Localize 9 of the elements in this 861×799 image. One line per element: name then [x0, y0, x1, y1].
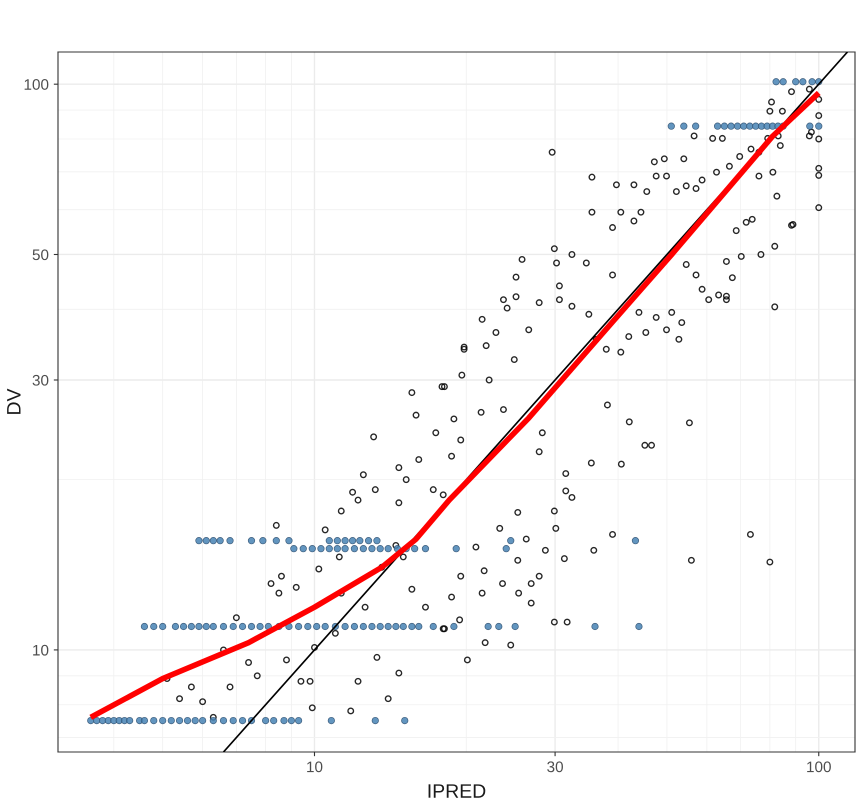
y-tick-label: 10 — [33, 644, 48, 656]
y-axis-title: DV — [7, 388, 20, 414]
x-tick-label: 10 — [307, 761, 322, 772]
x-tick-label: 30 — [547, 761, 563, 772]
y-tick-label: 30 — [32, 374, 48, 386]
x-tick-label: 100 — [807, 761, 831, 772]
y-tick-label: 50 — [32, 249, 48, 260]
x-axis-title: IPRED — [428, 784, 486, 798]
y-tick-label: 100 — [24, 79, 48, 90]
